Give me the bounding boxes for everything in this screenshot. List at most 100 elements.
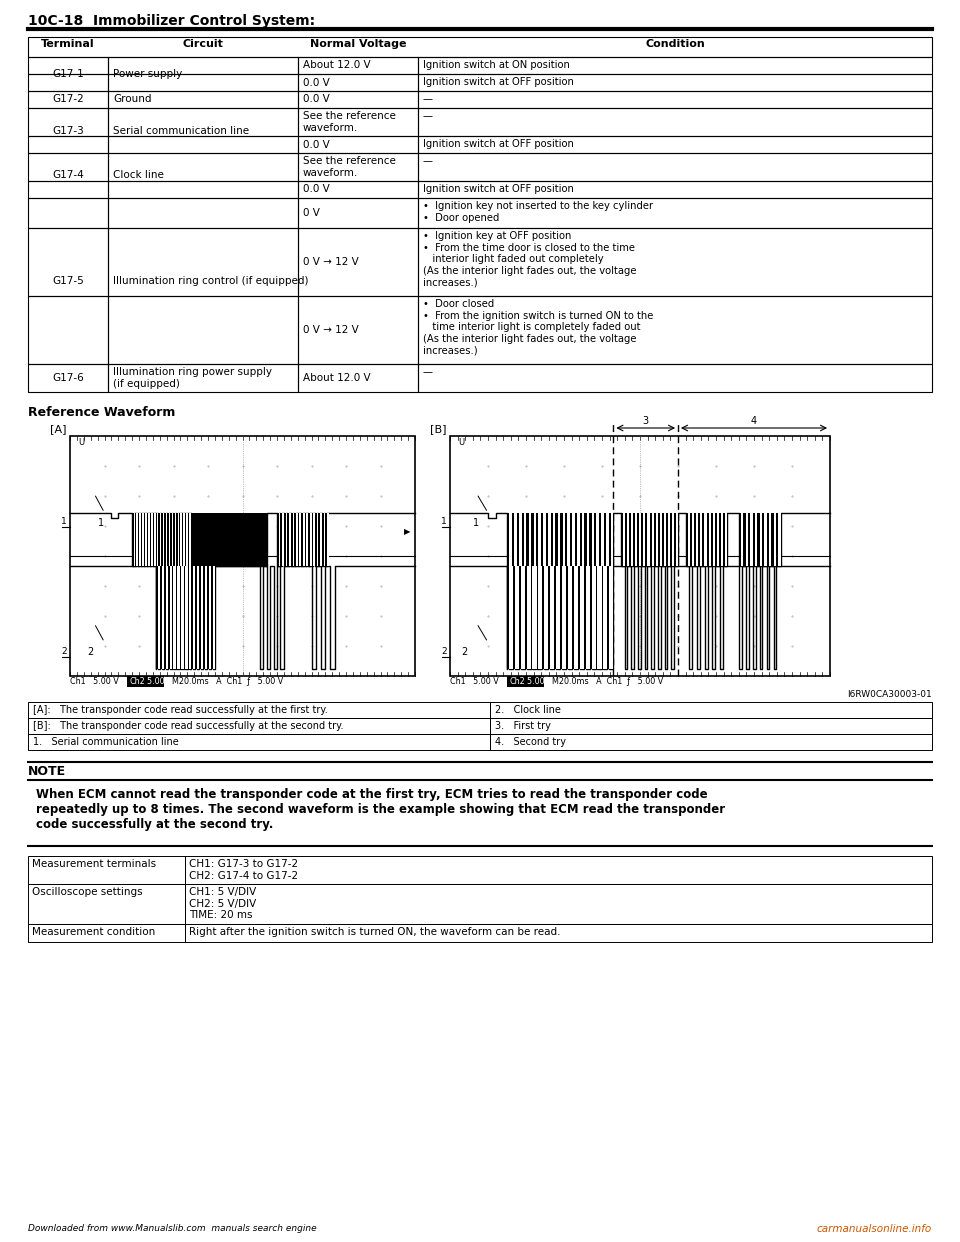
Bar — [212, 565, 215, 668]
Bar — [28, 75, 108, 91]
Bar — [28, 181, 108, 197]
Text: [A]: [A] — [50, 424, 66, 433]
Text: Reference Waveform: Reference Waveform — [28, 406, 176, 419]
Bar — [185, 884, 932, 924]
Text: U: U — [78, 438, 84, 447]
Text: Ignition switch at ON position: Ignition switch at ON position — [423, 60, 570, 70]
Bar — [298, 296, 418, 364]
Bar — [712, 513, 715, 565]
Bar — [507, 676, 544, 687]
Text: 0.0 V: 0.0 V — [303, 139, 329, 149]
Text: 1: 1 — [98, 518, 104, 528]
Bar — [108, 364, 298, 392]
Bar — [298, 181, 418, 197]
Text: CH1: 5 V/DIV
CH2: 5 V/DIV
TIME: 20 ms: CH1: 5 V/DIV CH2: 5 V/DIV TIME: 20 ms — [189, 887, 256, 920]
Text: 0.0 V: 0.0 V — [303, 94, 329, 104]
Bar — [166, 513, 167, 565]
Bar — [28, 296, 108, 364]
Bar — [151, 513, 153, 565]
Bar — [108, 57, 298, 75]
Bar — [418, 296, 932, 364]
Bar — [191, 513, 267, 565]
Bar — [627, 513, 629, 565]
Bar — [178, 565, 180, 668]
Bar — [193, 565, 195, 668]
Bar — [139, 513, 141, 565]
Text: Clock line: Clock line — [113, 170, 164, 180]
Text: Ch1   5.00 V: Ch1 5.00 V — [450, 677, 499, 686]
Bar — [507, 513, 613, 565]
Bar — [636, 513, 637, 565]
Text: About 12.0 V: About 12.0 V — [303, 373, 371, 383]
Text: 2: 2 — [442, 647, 447, 656]
Text: 0.0 V: 0.0 V — [303, 77, 329, 87]
Bar — [544, 565, 548, 668]
Bar — [550, 565, 554, 668]
Text: G17-5: G17-5 — [52, 276, 84, 286]
Bar — [185, 856, 932, 884]
Bar — [741, 513, 743, 565]
Text: See the reference
waveform.: See the reference waveform. — [303, 156, 396, 178]
Bar — [282, 513, 284, 565]
Text: 3.   First try: 3. First try — [495, 722, 551, 732]
Bar — [298, 75, 418, 91]
Bar — [572, 513, 575, 565]
Text: [B]:   The transponder code read successfully at the second try.: [B]: The transponder code read successfu… — [33, 722, 344, 732]
Bar — [591, 565, 595, 668]
Bar — [185, 924, 932, 941]
Bar — [157, 513, 158, 565]
Bar — [692, 513, 694, 565]
Bar — [180, 513, 182, 565]
Text: 2: 2 — [462, 647, 468, 657]
Text: —: — — [423, 94, 433, 104]
Bar — [181, 565, 183, 668]
Bar — [108, 137, 298, 153]
Bar — [186, 513, 188, 565]
Text: —: — — [423, 111, 433, 120]
Text: M20.0ms   A  Ch1  ƒ   5.00 V: M20.0ms A Ch1 ƒ 5.00 V — [547, 677, 663, 686]
Bar — [189, 565, 191, 668]
Bar — [553, 513, 556, 565]
Text: Ignition switch at OFF position: Ignition switch at OFF position — [423, 184, 574, 194]
Bar — [621, 513, 678, 565]
Bar — [526, 565, 531, 668]
Text: Ignition switch at OFF position: Ignition switch at OFF position — [423, 139, 574, 149]
Bar — [556, 565, 561, 668]
Bar — [298, 197, 418, 229]
Bar — [175, 513, 176, 565]
Bar — [418, 75, 932, 91]
Bar — [574, 565, 578, 668]
Text: 2: 2 — [61, 647, 67, 656]
Text: Ch2: Ch2 — [509, 677, 525, 686]
Bar — [28, 37, 932, 57]
Bar — [172, 513, 173, 565]
Text: •  Door closed
•  From the ignition switch is turned ON to the
   time interior : • Door closed • From the ignition switch… — [423, 299, 654, 355]
Text: Ch1   5.00 V: Ch1 5.00 V — [70, 677, 119, 686]
Bar — [515, 513, 516, 565]
Bar — [490, 718, 932, 734]
Bar — [562, 565, 566, 668]
Bar — [587, 513, 589, 565]
Bar — [28, 229, 108, 296]
Bar — [519, 513, 521, 565]
Bar — [148, 513, 150, 565]
Bar — [28, 57, 108, 75]
Text: See the reference
waveform.: See the reference waveform. — [303, 111, 396, 133]
Bar — [539, 513, 540, 565]
Text: [A]:   The transponder code read successfully at the first try.: [A]: The transponder code read successfu… — [33, 705, 327, 715]
Bar — [774, 513, 776, 565]
Text: Ignition switch at OFF position: Ignition switch at OFF position — [423, 77, 574, 87]
Bar — [160, 513, 161, 565]
Text: Terminal: Terminal — [41, 39, 95, 48]
Text: 1: 1 — [61, 517, 67, 527]
Bar — [533, 565, 537, 668]
Bar — [28, 153, 108, 181]
Bar — [327, 513, 328, 565]
Text: 5.00 V: 5.00 V — [527, 677, 553, 686]
Bar — [708, 513, 710, 565]
Text: CH1: G17-3 to G17-2
CH2: G17-4 to G17-2: CH1: G17-3 to G17-2 CH2: G17-4 to G17-2 — [189, 859, 299, 881]
Bar — [582, 513, 585, 565]
Bar — [726, 513, 728, 565]
Bar — [108, 181, 298, 197]
Bar — [529, 513, 531, 565]
